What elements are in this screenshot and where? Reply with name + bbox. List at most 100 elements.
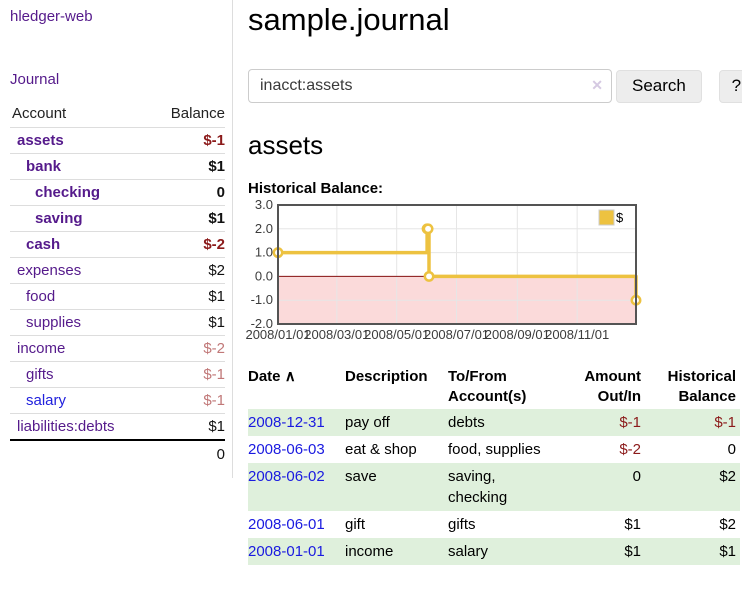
account-balance: $-1	[149, 361, 225, 388]
register-row: 2008-01-01 income salary $1 $1	[248, 538, 740, 565]
account-link-income[interactable]: income	[17, 340, 66, 357]
sidebar-item-journal[interactable]: Journal	[10, 71, 60, 88]
register-header-description: Description	[345, 368, 428, 385]
search-input-wrap: ✕	[248, 69, 612, 103]
account-balance: $1	[149, 413, 225, 441]
svg-text:$: $	[616, 210, 624, 225]
sidebar: hledger-web Journal Account Balance asse…	[0, 0, 233, 478]
account-row: income $-2	[10, 335, 225, 362]
search-form: ✕ Search ?	[248, 69, 742, 103]
chart-canvas: $3.0 2.0 1.0 0.0 -1.0 -2.02008/01/012008/03/0…	[245, 197, 642, 342]
accounts-total-row: 0	[10, 439, 225, 468]
register-accounts: debts	[448, 414, 485, 431]
account-link-bank[interactable]: bank	[26, 158, 62, 175]
account-row: food $1	[10, 283, 225, 310]
account-balance: $1	[149, 309, 225, 336]
account-row: checking 0	[10, 179, 225, 206]
clear-search-icon[interactable]: ✕	[591, 77, 603, 93]
account-row: expenses $2	[10, 257, 225, 284]
register-header-date-label: Date	[248, 368, 281, 385]
search-button[interactable]: Search	[616, 69, 702, 103]
account-link-liabilities-debts[interactable]: liabilities:debts	[17, 418, 115, 435]
register-description: income	[345, 543, 394, 560]
svg-text:2.0: 2.0	[255, 221, 273, 236]
account-row: assets $-1	[10, 127, 225, 154]
account-row: supplies $1	[10, 309, 225, 336]
svg-text:2008/07/01: 2008/07/01	[424, 327, 489, 342]
svg-text:-1.0: -1.0	[251, 292, 273, 307]
app-title-link[interactable]: hledger-web	[10, 8, 93, 25]
chart-title: Historical Balance:	[248, 180, 384, 197]
search-input[interactable]	[248, 69, 612, 103]
register-header-amount: Amount Out/In	[584, 368, 641, 405]
register-table: Date ∧ Description To/From Account(s) Am…	[248, 367, 740, 565]
svg-text:2008/11/01: 2008/11/01	[545, 327, 609, 342]
account-balance: $2	[149, 257, 225, 284]
register-row: 2008-06-01 gift gifts $1 $2	[248, 511, 740, 538]
account-balance: $1	[149, 153, 225, 180]
account-balance: $1	[149, 283, 225, 310]
register-row: 2008-06-03 eat & shop food, supplies $-2 0	[248, 436, 740, 463]
register-accounts: saving, checking	[448, 468, 508, 506]
historical-balance-chart: $3.0 2.0 1.0 0.0 -1.0 -2.0 2008/01/01 2008/03/0…	[245, 197, 742, 345]
svg-text:3.0: 3.0	[255, 197, 273, 212]
register-header-accounts: To/From Account(s)	[448, 368, 527, 405]
account-row: saving $1	[10, 205, 225, 232]
register-header-row: Date ∧ Description To/From Account(s) Am…	[248, 367, 740, 409]
register-amount: $1	[624, 543, 641, 560]
register-header-date[interactable]: Date ∧	[248, 367, 345, 409]
register-balance: $-1	[714, 414, 736, 431]
account-row: cash $-2	[10, 231, 225, 258]
register-date-link[interactable]: 2008-06-03	[248, 441, 325, 458]
account-link-supplies[interactable]: supplies	[26, 314, 82, 331]
account-link-saving[interactable]: saving	[35, 210, 83, 227]
account-link-cash[interactable]: cash	[26, 236, 61, 253]
register-description: eat & shop	[345, 441, 417, 458]
account-link-checking[interactable]: checking	[35, 184, 101, 201]
account-link-assets[interactable]: assets	[17, 132, 64, 149]
register-date-link[interactable]: 2008-01-01	[248, 543, 325, 560]
register-accounts: food, supplies	[448, 441, 541, 458]
account-balance: $1	[149, 205, 225, 232]
register-date-link[interactable]: 2008-06-02	[248, 468, 325, 485]
register-balance: 0	[727, 441, 736, 458]
account-link-salary[interactable]: salary	[26, 392, 67, 409]
account-balance: 0	[149, 179, 225, 206]
register-date-link[interactable]: 2008-06-01	[248, 516, 325, 533]
register-description: pay off	[345, 414, 390, 431]
register-amount: $1	[624, 516, 641, 533]
svg-text:2008/03/01: 2008/03/01	[304, 327, 369, 342]
register-balance: $2	[719, 516, 736, 533]
help-button[interactable]: ?	[718, 69, 742, 103]
register-accounts: salary	[448, 543, 489, 560]
svg-text:1.0: 1.0	[255, 245, 273, 260]
account-link-gifts[interactable]: gifts	[26, 366, 54, 383]
account-balance: $-2	[149, 231, 225, 258]
register-balance: $2	[719, 468, 736, 485]
register-accounts: gifts	[448, 516, 476, 533]
account-balance: $-1	[149, 127, 225, 154]
account-balance: $-1	[149, 387, 225, 414]
svg-text:2008/09/01: 2008/09/01	[485, 327, 550, 342]
svg-text:2008/01/01: 2008/01/01	[245, 327, 310, 342]
accounts-total-value: 0	[149, 439, 225, 468]
register-row: 2008-06-02 save saving, checking 0 $2	[248, 463, 740, 511]
accounts-header-balance: Balance	[149, 102, 225, 128]
account-row: bank $1	[10, 153, 225, 180]
svg-text:0.0: 0.0	[255, 268, 273, 283]
sort-ascending-icon: ∧	[284, 368, 296, 385]
account-link-expenses[interactable]: expenses	[17, 262, 82, 279]
register-date-link[interactable]: 2008-12-31	[248, 414, 325, 431]
register-description: save	[345, 468, 377, 485]
register-row: 2008-12-31 pay off debts $-1 $-1	[248, 409, 740, 436]
register-amount: $-2	[619, 441, 641, 458]
accounts-header-account: Account	[10, 102, 150, 128]
account-heading: assets	[248, 130, 324, 160]
page-title: sample.journal	[248, 2, 450, 37]
account-row: salary $-1	[10, 387, 225, 414]
account-balance: $-2	[149, 335, 225, 362]
account-row: gifts $-1	[10, 361, 225, 388]
svg-text:-2.0: -2.0	[251, 316, 273, 331]
account-link-food[interactable]: food	[26, 288, 56, 305]
